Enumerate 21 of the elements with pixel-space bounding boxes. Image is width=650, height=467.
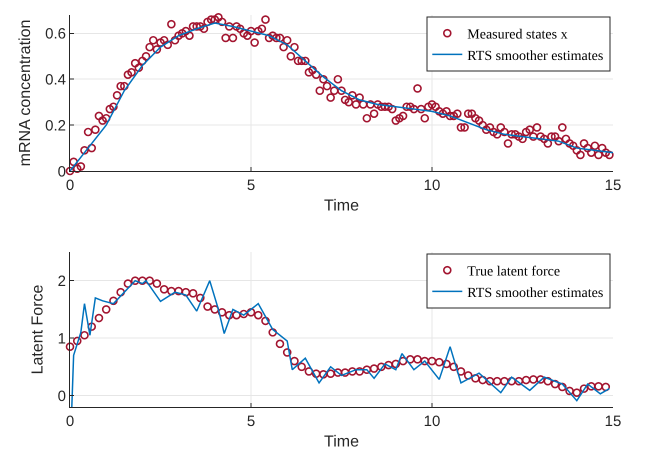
legend-label: RTS smoother estimates (467, 286, 604, 301)
x-tick-label: 5 (246, 413, 256, 430)
legend-label: True latent force (467, 264, 560, 280)
y-tick-label: 0 (58, 388, 66, 405)
y-axis-title: Latent Force (30, 284, 47, 374)
x-tick-label: 10 (424, 413, 440, 430)
y-tick-label: 2 (58, 272, 66, 290)
legend-label: RTS smoother estimates (467, 48, 604, 64)
x-tick-label: 5 (246, 177, 256, 194)
y-tick-label: 1 (58, 330, 66, 348)
x-axis-title: Time (324, 198, 360, 215)
x-tick-label: 15 (604, 177, 622, 194)
x-tick-label: 10 (424, 177, 440, 194)
legend-label: Measured states x (467, 28, 568, 43)
y-axis-title: mRNA concentration (17, 20, 34, 166)
x-tick-label: 15 (604, 413, 622, 430)
y-tick-label: 0.4 (45, 71, 66, 88)
y-tick-label: 0.2 (45, 117, 66, 134)
y-tick-label: 0 (58, 163, 66, 180)
x-axis-title: Time (324, 434, 360, 451)
y-tick-label: 0.6 (45, 26, 66, 43)
